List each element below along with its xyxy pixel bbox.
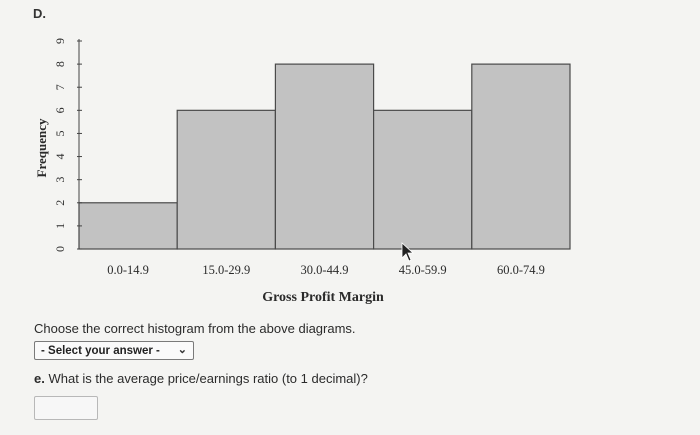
y-tick-label: 2 [53, 200, 67, 206]
chevron-down-icon: ⌄ [177, 344, 187, 356]
x-tick-label: 0.0-14.9 [107, 263, 149, 277]
bars-group [78, 63, 571, 250]
part-e-letter: e. [34, 371, 45, 386]
y-tick-label: 6 [53, 107, 67, 113]
histogram-bar [471, 63, 571, 250]
y-tick-label: 0 [53, 246, 67, 252]
y-tick-label: 9 [53, 38, 67, 44]
mouse-cursor-icon [401, 242, 415, 262]
x-axis-label: Gross Profit Margin [262, 290, 384, 305]
part-e-question: e. What is the average price/earnings ra… [34, 371, 368, 386]
y-tick-label: 8 [53, 61, 67, 67]
histogram-answer-select[interactable]: - Select your answer - ⌄ [34, 341, 194, 360]
x-tick-label: 45.0-59.9 [399, 263, 447, 277]
histogram-bar [78, 202, 178, 250]
x-tick-labels: 0.0-14.9 15.0-29.9 30.0-44.9 45.0-59.9 60.0-… [107, 263, 545, 277]
part-e-text: What is the average price/earnings ratio… [48, 371, 368, 386]
x-tick-label: 60.0-74.9 [497, 263, 545, 277]
y-axis-label: Frequency [34, 118, 49, 177]
option-label: D. [33, 6, 46, 21]
y-tick-label: 7 [53, 84, 67, 90]
histogram-bar [373, 109, 473, 250]
pe-ratio-answer-input[interactable] [34, 396, 98, 420]
x-tick-label: 30.0-44.9 [301, 263, 349, 277]
y-tick-label: 1 [53, 223, 67, 229]
select-value: - Select your answer - [41, 344, 160, 357]
y-axis: 0 1 2 3 4 5 6 7 8 9 [53, 38, 82, 252]
histogram-bar [176, 109, 276, 250]
y-tick-label: 3 [53, 177, 67, 183]
question-text: Choose the correct histogram from the ab… [34, 321, 356, 336]
x-tick-label: 15.0-29.9 [202, 263, 250, 277]
histogram-chart: 0 1 2 3 4 5 6 7 8 9 0.0-14.9 15.0-29.9 30.0-44.9 45.… [34, 38, 571, 305]
histogram-bar [274, 63, 375, 250]
y-tick-label: 5 [53, 130, 67, 136]
y-tick-label: 4 [53, 154, 67, 160]
